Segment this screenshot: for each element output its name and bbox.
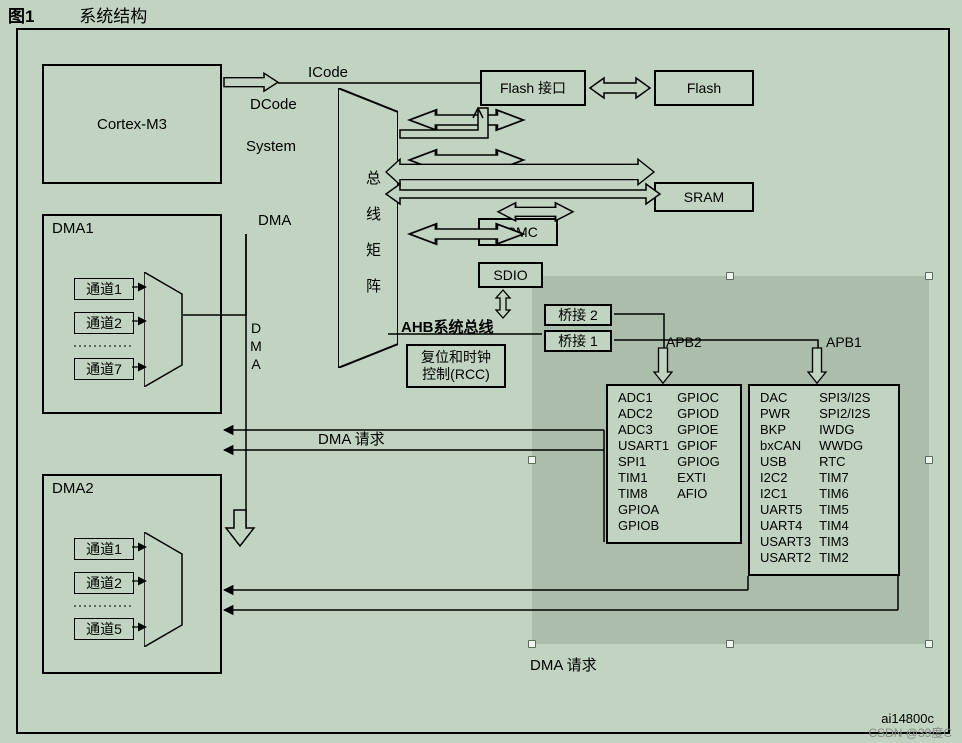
dma-req-label-1: DMA 请求 — [318, 428, 385, 449]
bus-matrix-label: 总 线 矩 阵 — [362, 170, 383, 295]
apb1-periph-box: DACSPI3/I2S PWRSPI2/I2S BKPIWDG bxCANWWD… — [748, 384, 900, 576]
system-label: System — [246, 138, 296, 155]
handle — [528, 640, 536, 648]
dma1-ch7: 通道7 — [74, 358, 134, 380]
bridge1-label: 桥接 1 — [558, 331, 598, 351]
handle — [925, 640, 933, 648]
dma2-frame: DMA2 通道1 通道2 通道5 — [42, 474, 222, 674]
dma2-title: DMA2 — [52, 480, 94, 497]
apb2-label: APB2 — [666, 334, 702, 350]
diagram-canvas: 图1 系统结构 Cortex-M3 总 线 矩 阵 Flash 接口 Flash — [0, 0, 962, 743]
sdio-box: SDIO — [478, 262, 543, 288]
apb2-periph-box: ADC1GPIOC ADC2GPIOD ADC3GPIOE USART1GPIO… — [606, 384, 742, 544]
dma1-ch1: 通道1 — [74, 278, 134, 300]
figure-number: 图1 — [8, 7, 34, 26]
flash-interface-label: Flash 接口 — [500, 78, 566, 98]
cortex-label: Cortex-M3 — [97, 116, 167, 133]
dma2-ch5: 通道5 — [74, 618, 134, 640]
rcc-label: 复位和时钟 控制(RCC) — [421, 349, 491, 383]
dma2-mux — [144, 532, 184, 647]
dma2-ch2: 通道2 — [74, 572, 134, 594]
dma1-title: DMA1 — [52, 220, 94, 237]
flash-label: Flash — [687, 80, 721, 96]
dma2-dots — [74, 596, 134, 616]
figure-title: 系统结构 — [79, 7, 147, 26]
dma-side-label: DMA — [248, 320, 264, 374]
sdio-label: SDIO — [493, 267, 527, 283]
handle — [925, 272, 933, 280]
bridge2-label: 桥接 2 — [558, 305, 598, 325]
rcc-box: 复位和时钟 控制(RCC) — [406, 344, 506, 388]
dcode-label: DCode — [250, 96, 297, 113]
dma2-ch1: 通道1 — [74, 538, 134, 560]
flash-box: Flash — [654, 70, 754, 106]
sram-box: SRAM — [654, 182, 754, 212]
fsmc-box: FSMC — [478, 218, 558, 246]
icode-label: ICode — [308, 64, 348, 81]
dma1-mux — [144, 272, 184, 387]
watermark: CSDN @39度C — [868, 724, 952, 741]
dma-bus-label: DMA — [258, 212, 291, 229]
apb1-label: APB1 — [826, 334, 862, 350]
bridge2-box: 桥接 2 — [544, 304, 612, 326]
ahb-label: AHB系统总线 — [401, 316, 494, 337]
bridge1-box: 桥接 1 — [544, 330, 612, 352]
cortex-box: Cortex-M3 — [42, 64, 222, 184]
flash-interface-box: Flash 接口 — [480, 70, 586, 106]
dma1-frame: DMA1 通道1 通道2 通道7 — [42, 214, 222, 414]
fsmc-label: FSMC — [498, 224, 538, 240]
dma-req-label-2: DMA 请求 — [530, 654, 597, 675]
apb2-table: ADC1GPIOC ADC2GPIOD ADC3GPIOE USART1GPIO… — [614, 390, 724, 534]
dma1-ch2: 通道2 — [74, 312, 134, 334]
outer-frame: Cortex-M3 总 线 矩 阵 Flash 接口 Flash SRAM FS… — [16, 28, 950, 734]
dma1-dots — [74, 336, 134, 356]
handle — [726, 640, 734, 648]
handle — [528, 456, 536, 464]
apb1-table: DACSPI3/I2S PWRSPI2/I2S BKPIWDG bxCANWWD… — [756, 390, 874, 566]
figure-title-row: 图1 系统结构 — [8, 2, 147, 27]
handle — [925, 456, 933, 464]
handle — [726, 272, 734, 280]
sram-label: SRAM — [684, 189, 724, 205]
